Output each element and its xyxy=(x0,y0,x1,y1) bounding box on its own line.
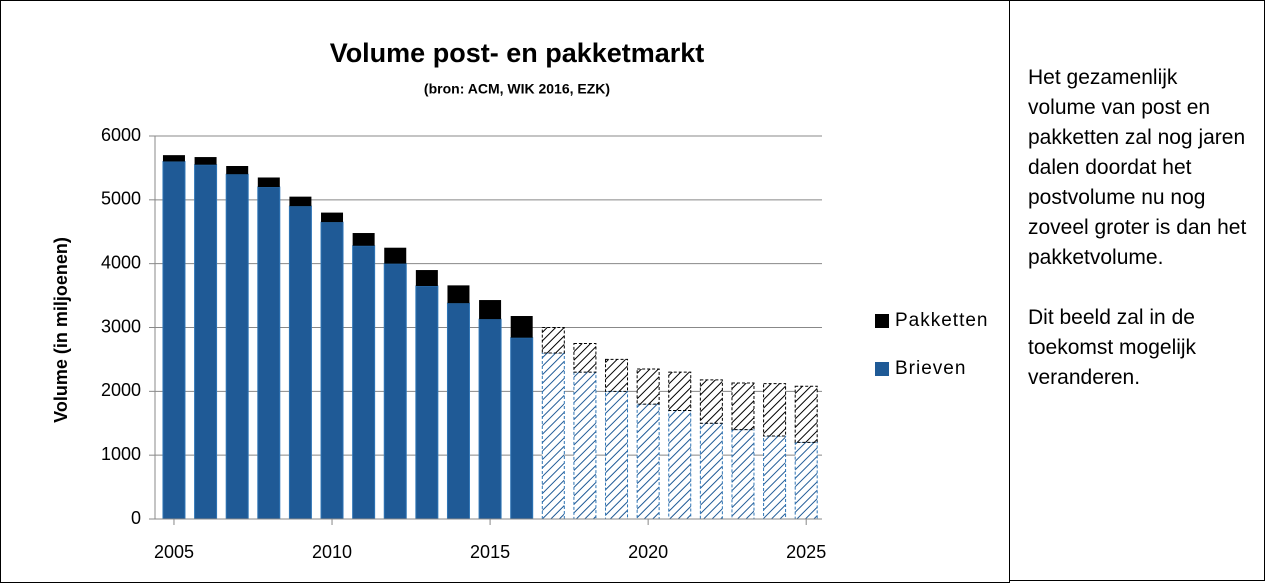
bar-segment xyxy=(415,285,439,520)
bar-segment xyxy=(699,422,723,520)
bar-segment xyxy=(352,245,376,520)
bar-segment xyxy=(257,177,280,188)
y-tick-label: 6000 xyxy=(101,125,141,145)
bar-segment xyxy=(289,196,312,207)
bar-segment xyxy=(794,385,818,443)
bar-segment xyxy=(415,270,438,287)
chart-title: Volume post- en pakketmarkt xyxy=(330,38,705,68)
bar-segment xyxy=(194,164,218,520)
text-box: Het gezamenlijk volume van post en pakke… xyxy=(1009,0,1265,581)
bar-segment xyxy=(510,316,533,338)
bar-segment xyxy=(320,221,344,520)
x-tick-label: 2005 xyxy=(154,542,194,562)
bar-segment xyxy=(668,371,692,411)
bar-segment xyxy=(763,435,787,520)
bar-segment xyxy=(478,318,502,520)
bar-segment xyxy=(447,285,470,304)
bar-segment xyxy=(352,233,375,246)
bar-segment xyxy=(541,327,565,354)
legend-swatch xyxy=(875,362,889,376)
paragraph: Dit beeld zal in de toekomst mogelijk ve… xyxy=(1028,306,1197,389)
bar-segment xyxy=(479,300,502,320)
x-tick-label: 2025 xyxy=(786,542,826,562)
bar-segment xyxy=(194,157,217,165)
bar-segment xyxy=(226,166,249,175)
bar-segment xyxy=(321,212,344,223)
bar-segment xyxy=(446,302,470,520)
bar-segment xyxy=(731,382,755,431)
bar-segment xyxy=(573,342,597,373)
x-tick-label: 2010 xyxy=(312,542,352,562)
y-tick-label: 2000 xyxy=(101,380,141,400)
bar-segment xyxy=(510,337,534,520)
y-tick-label: 5000 xyxy=(101,189,141,209)
bar-segment xyxy=(636,403,660,520)
bar-segment xyxy=(763,383,787,437)
bar-segment xyxy=(257,186,281,520)
y-tick-label: 1000 xyxy=(101,444,141,464)
bar-segment xyxy=(668,409,692,520)
bar-segment xyxy=(162,155,185,162)
y-tick-label: 4000 xyxy=(101,252,141,272)
bar-segment xyxy=(794,441,818,520)
y-axis-label: Volume (in miljoenen) xyxy=(51,237,71,423)
bar-segment xyxy=(162,161,186,520)
bar-segment xyxy=(383,263,407,520)
bar-segment xyxy=(731,429,755,520)
bar-segment xyxy=(699,379,723,424)
bar-segment xyxy=(384,247,407,264)
bar-segment xyxy=(225,173,249,520)
paragraph: Het gezamenlijk volume van post en pakke… xyxy=(1028,66,1247,269)
legend-swatch xyxy=(875,314,889,328)
x-tick-label: 2020 xyxy=(628,542,668,562)
bar-segment xyxy=(541,352,565,520)
bar-segment xyxy=(605,390,629,520)
y-tick-label: 3000 xyxy=(101,316,141,336)
chart: Volume post- en pakketmarkt (bron: ACM, … xyxy=(0,0,1010,583)
bar-segment xyxy=(605,358,629,392)
bar-segment xyxy=(573,371,597,520)
legend-label: Pakketten xyxy=(895,310,989,331)
bar-segment xyxy=(636,368,660,405)
legend-label: Brieven xyxy=(895,358,966,379)
y-tick-label: 0 xyxy=(131,508,141,528)
x-tick-label: 2015 xyxy=(470,542,510,562)
chart-subtitle: (bron: ACM, WIK 2016, EZK) xyxy=(424,81,610,97)
bar-segment xyxy=(288,205,312,520)
